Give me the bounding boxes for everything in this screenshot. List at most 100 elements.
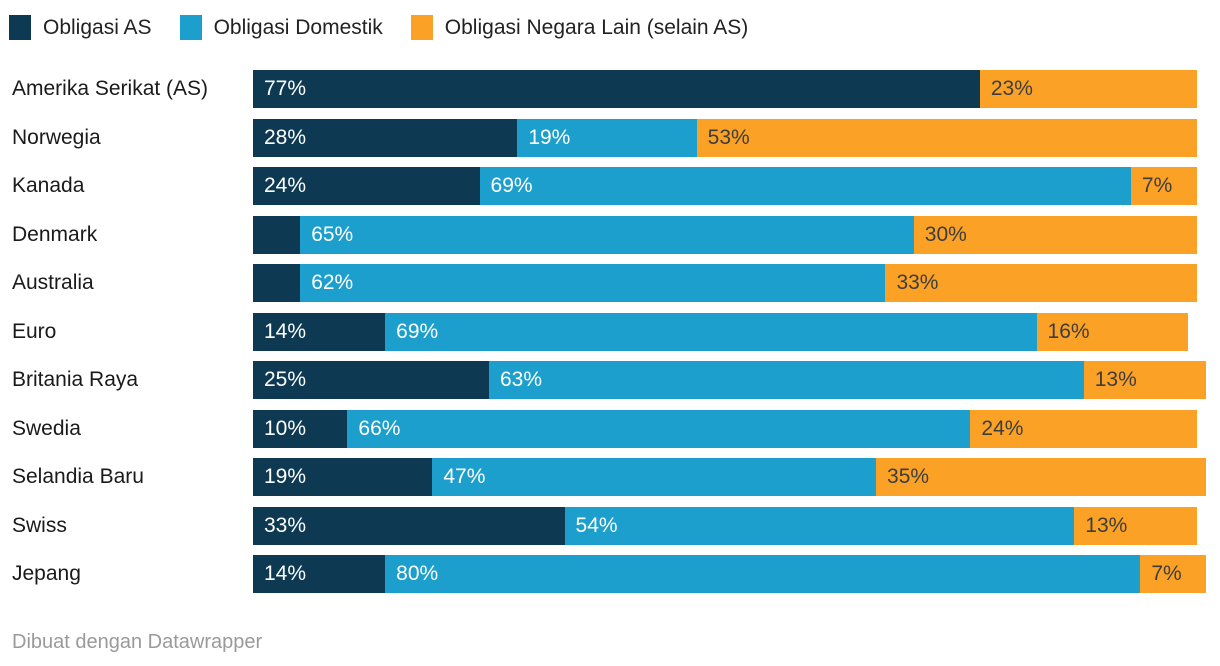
segment-value-label: 77% [264, 77, 307, 100]
segment-value-label: 24% [264, 174, 307, 197]
bar-segment-other[interactable]: 7% [1140, 555, 1207, 593]
segment-value-label: 47% [443, 465, 486, 488]
segment-value-label: 13% [1094, 368, 1137, 391]
legend-label: Obligasi AS [43, 15, 152, 39]
segment-value-label: 7% [1141, 174, 1173, 197]
segment-value-label: 53% [707, 125, 750, 149]
bar-segment-other[interactable]: 35% [876, 458, 1207, 496]
segment-value-label: 69% [396, 319, 439, 343]
segment-value-label: 33% [896, 271, 939, 294]
segment-value-label: 28% [264, 125, 307, 149]
bar-segment-domestic[interactable]: 47% [432, 458, 877, 496]
segment-value-label: 65% [311, 222, 354, 246]
legend-swatch-other [410, 15, 433, 40]
bar: 24% 69% 7% [253, 167, 1197, 205]
legend-label: Obligasi Domestik [213, 15, 383, 39]
segment-value-label: 19% [264, 465, 307, 488]
legend-item-obligasi-negara-lain: Obligasi Negara Lain (selain AS) [410, 15, 749, 40]
country-label: Norwegia [12, 125, 101, 149]
bar-segment-other[interactable]: 7% [1130, 167, 1197, 205]
segment-value-label: 62% [311, 271, 354, 294]
country-label: Amerika Serikat (AS) [12, 77, 209, 100]
bar-segment-other[interactable]: 23% [979, 70, 1197, 108]
datawrapper-credit-link[interactable]: Dibuat dengan Datawrapper [12, 631, 263, 653]
segment-value-label: 30% [924, 222, 967, 246]
bar-segment-us[interactable]: 77% [253, 70, 980, 108]
bar-segment-us[interactable]: 19% [253, 458, 433, 496]
bar-segment-us[interactable] [253, 264, 301, 302]
bar: 10% 66% 24% [253, 409, 1197, 448]
segment-value-label: 80% [396, 562, 439, 585]
segment-value-label: 69% [490, 174, 533, 197]
bar-row: Kanada 24% 69% 7% [0, 167, 1206, 205]
segment-value-label: 66% [358, 416, 401, 440]
bar-row: Britania Raya 25% 63% 13% [0, 361, 1207, 399]
bar-segment-other[interactable]: 33% [885, 264, 1197, 302]
country-label: Swiss [12, 513, 67, 537]
bar: 14% 69% 16% [253, 312, 1188, 351]
country-label: Swedia [12, 416, 81, 440]
segment-value-label: 14% [264, 319, 307, 343]
bar: 14% 80% 7% [253, 555, 1207, 593]
bar-segment-domestic[interactable]: 63% [489, 361, 1084, 399]
bar-segment-other[interactable]: 13% [1083, 361, 1207, 399]
bar-row: Selandia Baru 19% 47% 35% [0, 458, 1207, 496]
bar-segment-other[interactable]: 16% [1036, 312, 1188, 351]
bar-segment-us[interactable]: 24% [253, 167, 480, 205]
segment-value-label: 13% [1085, 513, 1128, 537]
legend-item-obligasi-as: Obligasi AS [9, 15, 152, 40]
bar: 62% 33% [253, 264, 1197, 302]
bar-segment-us[interactable]: 14% [253, 312, 386, 351]
bar: 33% 54% 13% [253, 506, 1197, 545]
bar-row: Norwegia 28% 19% 53% [0, 118, 1206, 157]
bar-segment-other[interactable]: 53% [696, 118, 1197, 157]
segment-value-label: 23% [990, 77, 1033, 100]
bar: 28% 19% 53% [253, 118, 1197, 157]
bar-segment-us[interactable] [253, 215, 301, 254]
bar-rows: Amerika Serikat (AS) 77% 23% Norwegia 28%… [0, 70, 1207, 604]
bar-segment-domestic[interactable]: 80% [385, 555, 1141, 593]
legend-swatch-domestic [179, 15, 202, 40]
country-label: Denmark [12, 222, 98, 246]
bar-segment-domestic[interactable]: 69% [479, 167, 1131, 205]
bar-row: Jepang 14% 80% 7% [0, 555, 1207, 593]
bar-segment-domestic[interactable]: 66% [347, 409, 971, 448]
bar-row: Euro 14% 69% 16% [0, 312, 1206, 351]
segment-value-label: 10% [264, 416, 307, 440]
bar-segment-domestic[interactable]: 69% [385, 312, 1037, 351]
segment-value-label: 14% [264, 562, 307, 585]
country-label: Selandia Baru [12, 465, 144, 488]
bar-segment-us[interactable]: 28% [253, 118, 518, 157]
segment-value-label: 25% [264, 368, 307, 391]
bar-segment-other[interactable]: 24% [970, 409, 1197, 448]
legend-swatch-us [9, 15, 31, 40]
bar-segment-domestic[interactable]: 65% [300, 215, 914, 254]
country-label: Kanada [12, 174, 85, 197]
segment-value-label: 24% [981, 416, 1024, 440]
bar-segment-us[interactable]: 33% [253, 506, 565, 545]
country-label: Australia [12, 271, 94, 294]
segment-value-label: 63% [500, 368, 543, 391]
segment-value-label: 54% [575, 513, 618, 537]
country-label: Britania Raya [12, 368, 139, 391]
segment-value-label: 16% [1047, 319, 1090, 343]
bar-row: Swedia 10% 66% 24% [0, 409, 1206, 448]
bar-segment-domestic[interactable]: 19% [517, 118, 697, 157]
bar-segment-us[interactable]: 10% [253, 409, 348, 448]
bar-segment-us[interactable]: 25% [253, 361, 489, 399]
legend-label: Obligasi Negara Lain (selain AS) [444, 15, 749, 39]
bar: 77% 23% [253, 70, 1197, 108]
country-label: Jepang [12, 562, 81, 585]
legend-item-obligasi-domestik: Obligasi Domestik [179, 15, 383, 40]
bar-segment-other[interactable]: 13% [1074, 506, 1197, 545]
bar-segment-other[interactable]: 30% [913, 215, 1197, 254]
segment-value-label: 35% [887, 465, 930, 488]
bar-segment-domestic[interactable]: 62% [300, 264, 886, 302]
country-label: Euro [12, 319, 57, 343]
bar-row: Australia 62% 33% [0, 264, 1206, 302]
bar-segment-domestic[interactable]: 54% [564, 506, 1075, 545]
bar-segment-us[interactable]: 14% [253, 555, 386, 593]
bar: 25% 63% 13% [253, 361, 1207, 399]
segment-value-label: 33% [264, 513, 307, 537]
